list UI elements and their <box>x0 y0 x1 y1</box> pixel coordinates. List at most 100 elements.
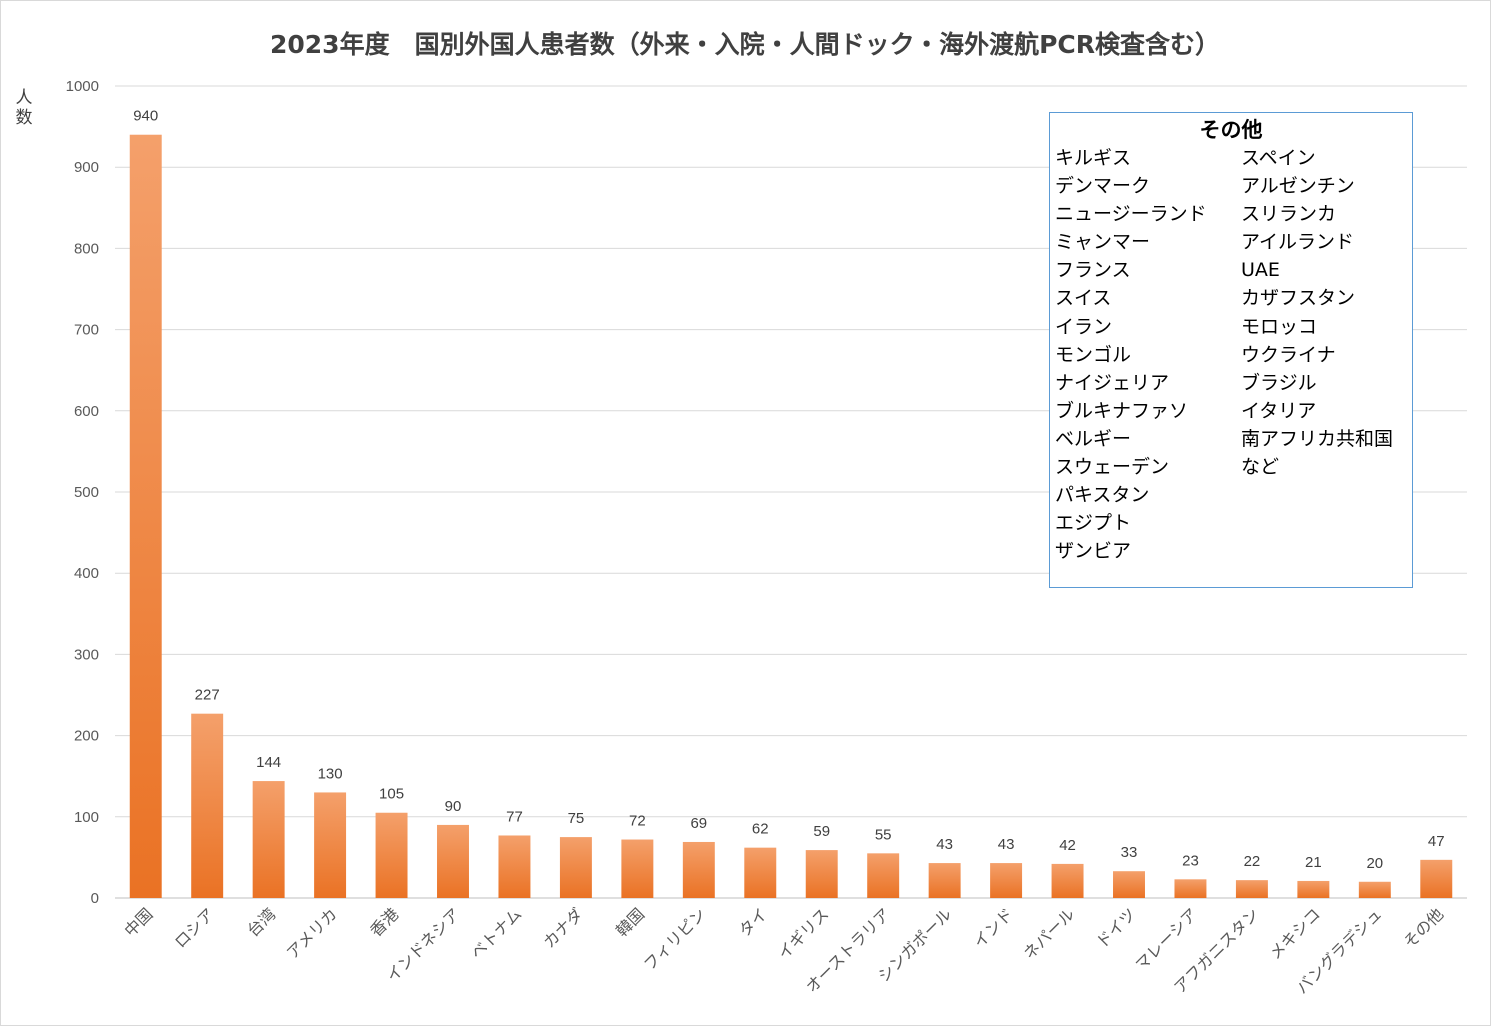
x-tick-label: カナダ <box>539 904 586 951</box>
data-label: 144 <box>256 754 281 771</box>
others-list-item: モロッコ <box>1241 315 1318 338</box>
y-tick-label: 500 <box>74 484 99 501</box>
bar <box>1235 880 1268 898</box>
data-label: 130 <box>318 765 343 782</box>
others-list-item: ブラジル <box>1241 371 1317 394</box>
bar <box>1358 881 1391 898</box>
others-list-item: UAE <box>1241 259 1280 282</box>
x-tick-label: フィリピン <box>640 904 710 974</box>
bar <box>1174 879 1207 898</box>
bar <box>1051 863 1084 898</box>
others-list-item: フランス <box>1055 259 1131 282</box>
bar <box>314 792 347 898</box>
others-annotation-box: その他 キルギス デンマーク ニュージーランド ミャンマー フランス スイス イラン モンゴル… <box>1049 112 1413 588</box>
bar <box>621 839 654 898</box>
data-label: 62 <box>752 821 769 838</box>
others-list-left: キルギス デンマーク ニュージーランド ミャンマー フランス スイス イラン モンゴル ナイジェ… <box>1055 144 1207 565</box>
y-tick-label: 200 <box>74 728 99 745</box>
y-tick-label: 100 <box>74 809 99 826</box>
bar <box>682 841 715 898</box>
data-label: 72 <box>629 813 646 830</box>
x-tick-label: ベトナム <box>467 904 525 962</box>
x-tick-label: アメリカ <box>283 904 341 962</box>
others-list-item: ナイジェリア <box>1055 371 1170 394</box>
bar <box>867 853 900 898</box>
bar <box>1420 859 1453 898</box>
data-label: 77 <box>506 808 523 825</box>
data-label: 227 <box>195 687 220 704</box>
x-tick-label: ロシア <box>171 904 218 951</box>
bar <box>1297 880 1330 898</box>
bar <box>191 713 224 898</box>
others-list-item: モンゴル <box>1055 343 1132 366</box>
x-tick-label: タイ <box>735 904 771 940</box>
y-tick-label: 900 <box>74 159 99 176</box>
x-tick-label: 韓国 <box>612 904 648 940</box>
bar <box>437 824 469 898</box>
others-list-item: ミャンマー <box>1055 231 1151 254</box>
others-list-item: イタリア <box>1241 399 1317 422</box>
x-tick-label: 中国 <box>120 904 156 940</box>
others-list-item: ザンビア <box>1055 540 1132 563</box>
others-list-item: ベルギー <box>1055 427 1132 450</box>
y-tick-label: 700 <box>74 322 99 339</box>
data-labels: 940 227 144 130 105 90 77 75 72 69 62 59 55 43 43 42 33 2… <box>133 108 1444 872</box>
others-list-item: スペイン <box>1241 147 1316 169</box>
y-tick-label: 1000 <box>66 78 99 95</box>
x-tick-label: ネパール <box>1020 904 1079 963</box>
y-tick-label: 300 <box>74 646 99 663</box>
y-tick-label: 400 <box>74 565 99 582</box>
bar <box>1113 871 1145 898</box>
bar <box>990 863 1023 898</box>
others-list-item: キルギス <box>1055 147 1132 169</box>
y-tick-label: 0 <box>91 890 99 907</box>
others-box-title: その他 <box>1199 118 1263 142</box>
others-list-item: 南アフリカ共和国 <box>1241 427 1394 450</box>
data-label: 69 <box>690 815 707 832</box>
y-tick-label: 600 <box>74 403 99 420</box>
data-label: 43 <box>998 836 1015 853</box>
others-list-item: など <box>1241 456 1280 479</box>
data-label: 90 <box>445 798 462 815</box>
data-label: 43 <box>936 836 953 853</box>
data-label: 22 <box>1244 853 1261 870</box>
others-list-item: エジプト <box>1055 512 1132 535</box>
x-tick-label: メキシコ <box>1265 904 1324 963</box>
data-label: 47 <box>1428 833 1445 850</box>
chart-title: 2023年度 国別外国人患者数（外来・入院・人間ドック・海外渡航PCR検査含む） <box>270 30 1220 59</box>
data-label: 940 <box>133 108 158 125</box>
bar <box>805 850 838 898</box>
data-label: 23 <box>1182 852 1199 869</box>
x-tick-label: ドイツ <box>1092 904 1139 951</box>
others-list-item: アルゼンチン <box>1241 175 1355 198</box>
x-tick-label: インド <box>970 904 1017 951</box>
others-list-item: スウェーデン <box>1055 456 1170 479</box>
x-tick-label: イギリス <box>774 904 833 963</box>
data-label: 42 <box>1059 837 1076 854</box>
data-label: 21 <box>1305 854 1322 871</box>
others-list-item: ウクライナ <box>1241 343 1336 366</box>
others-list-item: スリランカ <box>1241 203 1337 226</box>
others-list-item: イラン <box>1055 315 1113 338</box>
bar <box>744 847 777 898</box>
x-tick-label: 香港 <box>366 904 402 940</box>
data-label: 105 <box>379 786 404 803</box>
data-label: 33 <box>1121 844 1138 861</box>
others-list-item: ニュージーランド <box>1055 203 1207 226</box>
y-tick-label: 800 <box>74 240 99 257</box>
others-list-item: デンマーク <box>1055 175 1151 198</box>
bar <box>559 837 592 898</box>
others-list-item: アイルランド <box>1241 231 1355 254</box>
others-list-item: パキスタン <box>1055 484 1150 507</box>
others-list-item: カザフスタン <box>1241 287 1356 310</box>
data-label: 55 <box>875 826 892 843</box>
data-label: 20 <box>1366 855 1383 872</box>
data-label: 75 <box>568 810 585 827</box>
bar <box>375 812 408 898</box>
bar <box>252 781 285 898</box>
y-axis-label-char: 人 <box>16 88 33 108</box>
x-tick-label: その他 <box>1400 904 1447 951</box>
bar <box>498 835 531 898</box>
